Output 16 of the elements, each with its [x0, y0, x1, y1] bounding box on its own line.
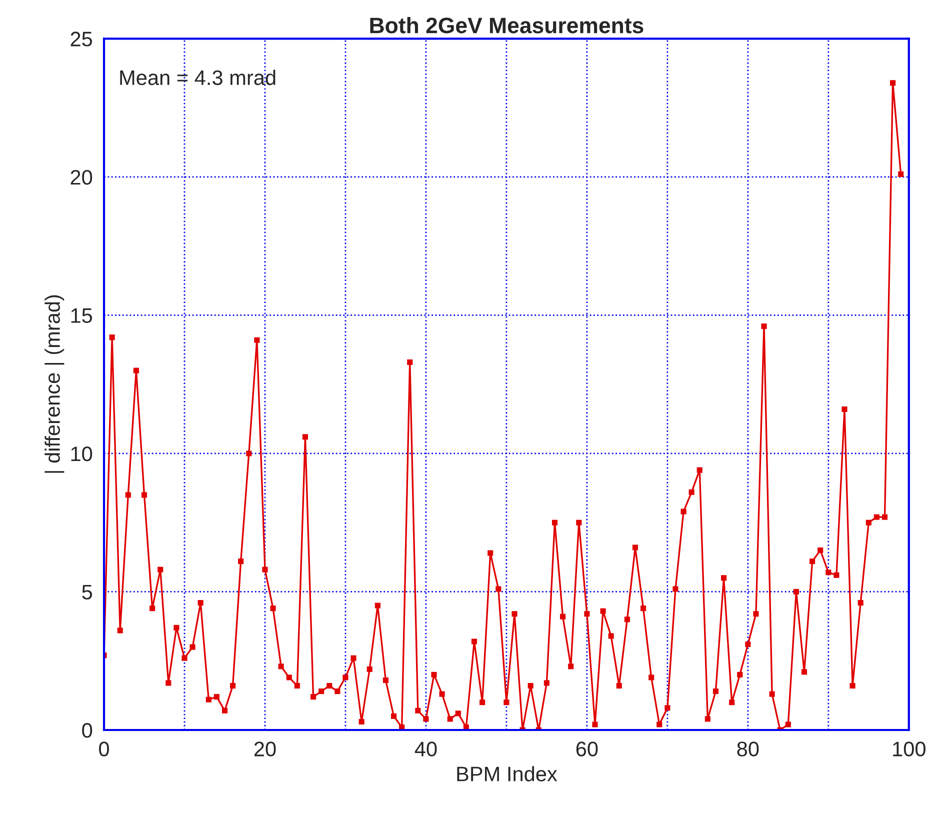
y-axis-title: | difference | (mrad) [44, 295, 64, 473]
y-tick-label: 0 [82, 723, 92, 738]
annotation: Mean = 4.3 mrad [120, 70, 276, 86]
x-tick-label: 60 [576, 742, 598, 756]
y-tick-label: 5 [82, 584, 92, 600]
x-tick-label: 0 [99, 742, 109, 756]
y-tick-label: 25 [70, 32, 92, 46]
x-tick-label: 40 [414, 742, 437, 756]
chart-title: Both 2GeV Measurements [370, 17, 644, 34]
x-tick-label: 20 [254, 742, 276, 756]
x-tick-label: 100 [893, 742, 926, 756]
y-tick-label: 10 [71, 446, 92, 462]
y-tick-label: 20 [70, 170, 92, 185]
y-tick-label: 15 [71, 308, 92, 323]
x-tick-label: 80 [737, 742, 759, 756]
x-axis-title: BPM Index [457, 766, 558, 782]
